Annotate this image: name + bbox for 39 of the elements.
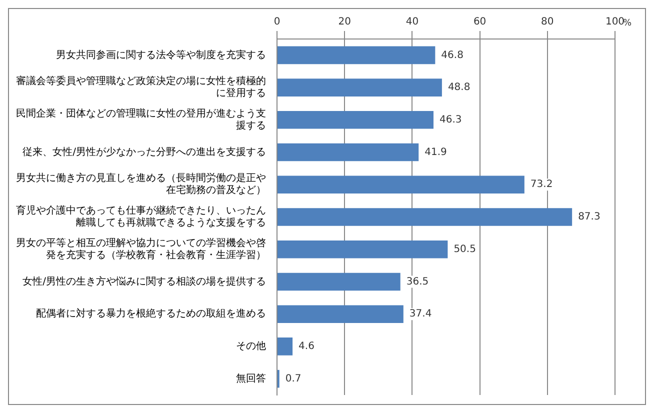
data-label: 87.3 bbox=[578, 212, 600, 223]
bar bbox=[278, 78, 442, 96]
y-tick-label: 無回答 bbox=[236, 372, 266, 384]
data-label: 41.9 bbox=[424, 146, 447, 158]
data-label: 46.3 bbox=[439, 114, 462, 126]
bar bbox=[278, 143, 419, 162]
y-tick-label: 育児や介護中であっても仕事が継続できたり、いったん離職しても再就職できるような支援をする bbox=[16, 204, 266, 229]
x-tick-label: 80 bbox=[541, 16, 554, 28]
data-label: 4.6 bbox=[298, 341, 314, 352]
bar bbox=[278, 176, 524, 194]
bar bbox=[278, 240, 448, 258]
data-label: 0.7 bbox=[285, 373, 302, 384]
bar bbox=[278, 46, 436, 64]
x-tick-label: 60 bbox=[473, 16, 486, 28]
y-tick-label: 従来、女性/男性が少なかった分野への進出を支援する bbox=[22, 146, 266, 158]
x-tick-label: 20 bbox=[338, 16, 351, 28]
data-label: 37.4 bbox=[409, 308, 432, 320]
x-axis-title: % bbox=[623, 18, 632, 28]
data-label: 50.5 bbox=[454, 244, 476, 255]
data-label: 73.2 bbox=[530, 179, 553, 190]
bar bbox=[278, 272, 400, 291]
x-tick-label: 0 bbox=[274, 16, 280, 28]
bar bbox=[278, 338, 293, 356]
bar bbox=[278, 208, 572, 226]
y-tick-label: 民間企業・団体などの管理職に女性の登用が進むよう支援する bbox=[16, 108, 266, 132]
data-label: 46.8 bbox=[441, 50, 464, 61]
y-tick-label: その他 bbox=[236, 340, 266, 352]
bar bbox=[278, 111, 434, 129]
y-tick-label: 男女共同参画に関する法令等や制度を充実する bbox=[56, 48, 266, 61]
y-tick-label: 男女共に働き方の見直しを進める（長時間労働の是正や在宅勤務の普及など） bbox=[16, 172, 266, 196]
y-tick-label: 審議会等委員や管理職など政策決定の場に女性を積極的に登用する bbox=[16, 75, 266, 100]
data-label: 48.8 bbox=[448, 82, 470, 94]
bar bbox=[278, 305, 404, 323]
x-tick-label: 40 bbox=[406, 16, 419, 28]
y-tick-label: 男女の平等と相互の理解や協力についての学習機会や啓発を充実する（学校教育・社会教育・生涯学習） bbox=[16, 236, 266, 261]
y-tick-label: 女性/男性の生き方や悩みに関する相談の場を提供する bbox=[22, 275, 266, 288]
y-tick-label: 配偶者に対する暴力を根絶するための取組を進める bbox=[36, 308, 266, 320]
data-label: 36.5 bbox=[406, 276, 429, 288]
x-tick-label: 100 bbox=[605, 16, 625, 28]
